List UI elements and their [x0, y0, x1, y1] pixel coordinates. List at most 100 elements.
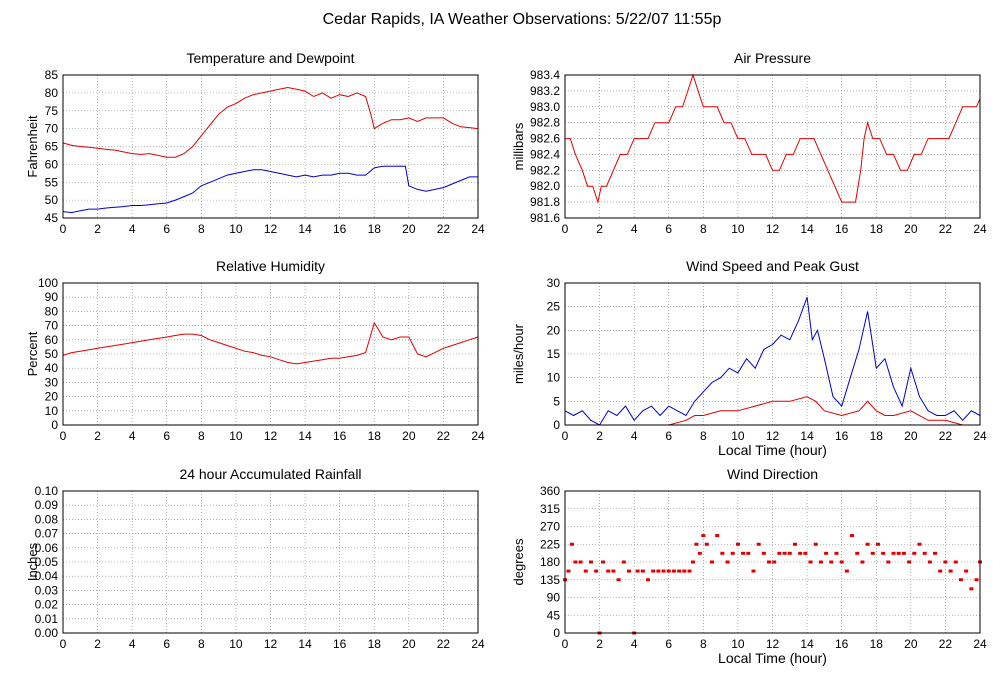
- data-point: [865, 542, 870, 546]
- x-tick-label: 8: [700, 222, 707, 236]
- data-point: [704, 542, 709, 546]
- data-point: [943, 560, 948, 564]
- y-axis-label: Fahrenheit: [25, 115, 40, 178]
- data-point: [626, 569, 631, 573]
- x-tick-label: 18: [368, 222, 382, 236]
- x-tick-label: 14: [800, 429, 814, 443]
- data-point: [901, 551, 906, 555]
- data-point: [730, 551, 735, 555]
- chart-title: Air Pressure: [734, 50, 811, 66]
- data-point: [701, 534, 706, 538]
- series-line: [62, 165, 478, 214]
- y-tick-label: 75: [45, 104, 59, 118]
- data-point: [735, 542, 740, 546]
- data-point: [798, 551, 803, 555]
- x-tick-label: 12: [766, 222, 780, 236]
- x-tick-label: 16: [333, 637, 347, 651]
- y-tick-label: 60: [45, 333, 59, 347]
- x-tick-label: 16: [333, 222, 347, 236]
- data-point: [569, 542, 574, 546]
- data-point: [787, 551, 792, 555]
- data-point: [751, 569, 756, 573]
- data-point: [583, 569, 588, 573]
- data-point: [616, 578, 621, 582]
- x-tick-label: 6: [665, 429, 672, 443]
- chart-title: 24 hour Accumulated Rainfall: [179, 466, 361, 482]
- x-tick-label: 20: [904, 637, 918, 651]
- data-point: [964, 569, 969, 573]
- series-line: [565, 396, 980, 426]
- y-tick-label: 0.10: [35, 484, 59, 498]
- x-tick-label: 10: [731, 637, 745, 651]
- data-point: [588, 560, 593, 564]
- x-tick-label: 22: [437, 222, 451, 236]
- x-tick-label: 4: [129, 429, 136, 443]
- y-tick-label: 10: [547, 371, 561, 385]
- x-tick-label: 20: [904, 222, 918, 236]
- x-tick-label: 4: [129, 222, 136, 236]
- x-tick-label: 16: [835, 222, 849, 236]
- data-point: [746, 551, 751, 555]
- y-tick-label: 0.08: [35, 512, 59, 526]
- y-tick-label: 360: [540, 484, 560, 498]
- series-line: [564, 297, 981, 426]
- x-tick-label: 14: [298, 637, 312, 651]
- series-line: [565, 73, 981, 205]
- x-tick-label: 20: [402, 429, 416, 443]
- x-tick-label: 0: [60, 637, 67, 651]
- y-tick-label: 50: [45, 193, 59, 207]
- y-tick-label: 982.4: [530, 147, 560, 161]
- plot-frame: [564, 74, 981, 219]
- y-tick-label: 982.0: [530, 179, 560, 193]
- x-tick-label: 18: [870, 222, 884, 236]
- x-tick-label: 18: [870, 429, 884, 443]
- y-axis-label: degrees: [511, 538, 526, 585]
- chart-direction: 0 2 4 6 8 10 12 14 16 18 20 22 240459013518022527031…: [511, 466, 987, 666]
- y-tick-label: 55: [45, 175, 59, 189]
- x-tick-label: 22: [939, 429, 953, 443]
- x-tick-label: 12: [264, 429, 278, 443]
- x-tick-label: 4: [129, 637, 136, 651]
- data-point: [891, 551, 896, 555]
- data-point: [621, 560, 626, 564]
- y-tick-label: 982.8: [530, 116, 560, 130]
- x-tick-label: 22: [437, 637, 451, 651]
- data-point: [938, 569, 943, 573]
- y-tick-label: 0: [51, 418, 58, 432]
- data-point: [922, 551, 927, 555]
- data-point: [958, 578, 963, 582]
- y-tick-label: 40: [45, 361, 59, 375]
- x-tick-label: 2: [596, 222, 603, 236]
- x-tick-label: 22: [939, 222, 953, 236]
- data-point: [829, 560, 834, 564]
- data-point: [761, 551, 766, 555]
- chart-title: Relative Humidity: [216, 258, 325, 274]
- y-tick-label: 20: [547, 323, 561, 337]
- data-point: [677, 569, 682, 573]
- x-tick-label: 6: [163, 222, 170, 236]
- data-point: [927, 560, 932, 564]
- x-tick-label: 8: [700, 637, 707, 651]
- y-tick-label: 10: [45, 404, 59, 418]
- y-tick-label: 315: [540, 502, 560, 516]
- y-axis-label: millibars: [511, 122, 526, 170]
- x-tick-label: 22: [939, 637, 953, 651]
- x-tick-label: 2: [94, 429, 101, 443]
- x-axis-label: Local Time (hour): [718, 650, 827, 666]
- x-tick-label: 18: [368, 637, 382, 651]
- series-line: [62, 321, 479, 365]
- y-tick-label: 90: [547, 591, 561, 605]
- y-tick-label: 65: [45, 140, 59, 154]
- x-tick-label: 10: [229, 222, 243, 236]
- data-point: [709, 560, 714, 564]
- x-tick-label: 24: [973, 222, 987, 236]
- data-point: [661, 569, 666, 573]
- data-point: [697, 551, 702, 555]
- data-point: [756, 542, 761, 546]
- chart-title: Temperature and Dewpoint: [186, 50, 354, 66]
- x-tick-label: 14: [298, 429, 312, 443]
- data-point: [573, 560, 578, 564]
